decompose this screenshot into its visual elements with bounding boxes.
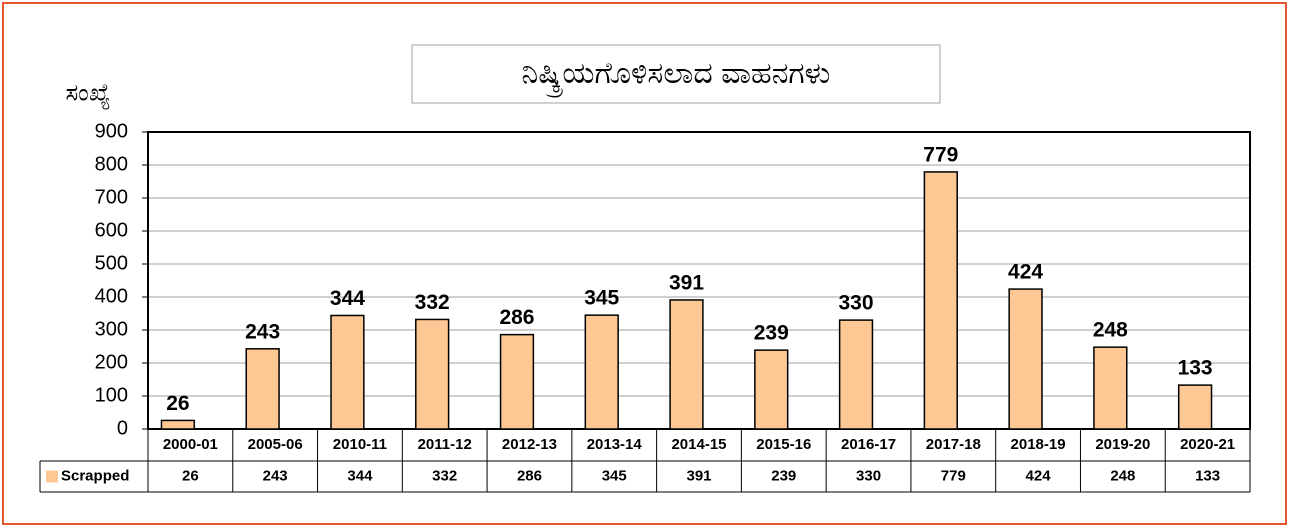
bar bbox=[499, 333, 535, 430]
table-value: 391 bbox=[686, 467, 711, 484]
data-label: 239 bbox=[754, 322, 789, 345]
data-label: 286 bbox=[499, 306, 534, 329]
x-tick-label: 2013-14 bbox=[587, 436, 643, 453]
table-value: 286 bbox=[517, 467, 542, 484]
y-tick-label: 900 bbox=[95, 120, 128, 142]
bar bbox=[754, 349, 789, 430]
table-value: 424 bbox=[1026, 467, 1052, 484]
bar bbox=[669, 299, 704, 430]
x-tick-label: 2017-18 bbox=[926, 436, 981, 453]
bar bbox=[838, 319, 874, 430]
bar bbox=[330, 314, 365, 430]
y-tick-label: 300 bbox=[95, 318, 128, 340]
x-tick-label: 2012-13 bbox=[502, 436, 557, 453]
table-value: 239 bbox=[771, 467, 796, 484]
legend-swatch bbox=[46, 470, 58, 483]
table-value: 344 bbox=[347, 467, 373, 484]
data-label: 391 bbox=[669, 272, 704, 295]
x-tick-label: 2018-19 bbox=[1011, 436, 1066, 453]
table-value: 133 bbox=[1195, 467, 1220, 484]
data-label: 133 bbox=[1178, 357, 1213, 380]
bar bbox=[1177, 384, 1213, 430]
data-label: 243 bbox=[245, 320, 280, 343]
y-tick-label: 500 bbox=[95, 252, 128, 274]
bar bbox=[415, 318, 450, 430]
x-tick-label: 2011-12 bbox=[418, 436, 472, 453]
x-tick-label: 2010-11 bbox=[333, 436, 387, 453]
y-tick-label: 600 bbox=[95, 219, 128, 241]
data-label: 26 bbox=[166, 392, 189, 415]
x-tick-label: 2015-16 bbox=[756, 436, 811, 453]
x-tick-label: 2016-17 bbox=[841, 436, 896, 453]
x-tick-label: 2019-20 bbox=[1095, 436, 1150, 453]
data-label: 779 bbox=[923, 143, 958, 166]
x-tick-label: 2005-06 bbox=[248, 436, 303, 453]
data-label: 345 bbox=[584, 287, 619, 310]
data-label: 424 bbox=[1008, 261, 1043, 284]
data-label: 344 bbox=[330, 287, 365, 310]
y-tick-label: 200 bbox=[95, 351, 128, 373]
y-tick-label: 0 bbox=[117, 417, 128, 439]
y-tick-label: 400 bbox=[95, 285, 128, 307]
bar bbox=[160, 419, 196, 430]
data-label: 332 bbox=[415, 291, 450, 314]
y-tick-label: 800 bbox=[95, 153, 128, 175]
bar bbox=[923, 171, 958, 430]
table-value: 330 bbox=[856, 467, 881, 484]
table-value: 26 bbox=[182, 467, 199, 484]
y-axis-label: ಸಂಖ್ಯೆ bbox=[65, 79, 110, 109]
bar bbox=[245, 348, 280, 430]
table-value: 332 bbox=[432, 467, 457, 484]
title-box bbox=[411, 44, 941, 104]
legend-label: Scrapped bbox=[61, 467, 129, 484]
bar bbox=[584, 314, 619, 430]
bar bbox=[1008, 288, 1043, 430]
data-label: 330 bbox=[839, 292, 874, 315]
table-value: 243 bbox=[263, 467, 288, 484]
y-tick-label: 100 bbox=[95, 384, 128, 406]
table-value: 248 bbox=[1110, 467, 1135, 484]
bar bbox=[1093, 346, 1128, 430]
x-tick-label: 2014-15 bbox=[671, 436, 726, 453]
x-tick-label: 2000-01 bbox=[163, 436, 218, 453]
x-tick-label: 2020-21 bbox=[1180, 436, 1235, 453]
data-label: 248 bbox=[1093, 319, 1128, 342]
table-value: 779 bbox=[941, 467, 966, 484]
y-tick-label: 700 bbox=[95, 186, 128, 208]
table-value: 345 bbox=[602, 467, 627, 484]
